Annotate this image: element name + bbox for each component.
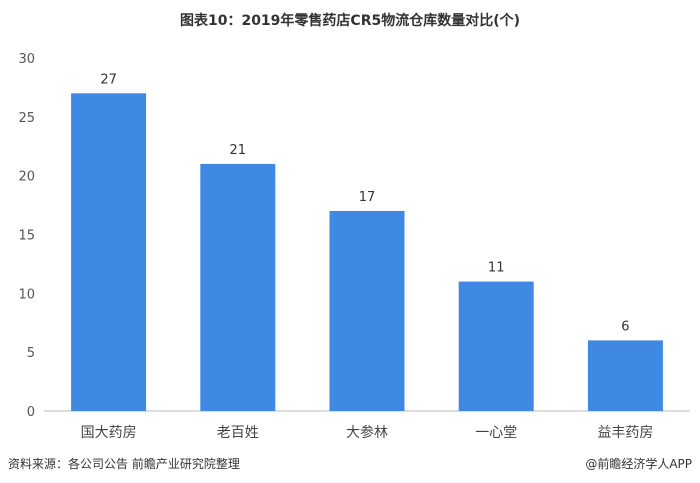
category-label: 益丰药房	[597, 425, 653, 441]
data-label: 6	[621, 319, 629, 334]
category-label: 大参林	[346, 424, 388, 441]
category-label: 一心堂	[475, 425, 517, 441]
category-label: 老百姓	[217, 425, 259, 441]
source-note: 资料来源：各公司公告 前瞻产业研究院整理	[8, 457, 240, 471]
data-label: 17	[359, 190, 376, 205]
y-tick-label: 15	[18, 229, 35, 244]
bar-4	[458, 281, 534, 411]
bar-1	[71, 93, 147, 412]
category-label: 国大药房	[81, 425, 137, 441]
data-labels: 27 21 17 11 6	[100, 72, 629, 334]
category-labels: 国大药房 老百姓 大参林 一心堂 益丰药房	[81, 424, 654, 441]
bar-5	[587, 340, 663, 411]
y-axis-ticks: 0 5 10 15 20 25 30	[18, 52, 35, 420]
y-tick-label: 5	[27, 346, 35, 361]
brand-credit: @前瞻经济学人APP	[585, 457, 692, 471]
y-tick-label: 25	[18, 111, 35, 126]
bar-2	[200, 163, 276, 411]
bar-3	[329, 210, 405, 411]
chart-title: 图表10：2019年零售药店CR5物流仓库数量对比(个)	[179, 13, 521, 29]
data-label: 27	[100, 72, 117, 87]
data-label: 21	[230, 143, 247, 158]
y-tick-label: 20	[18, 170, 35, 185]
bars	[71, 93, 663, 412]
y-tick-label: 0	[27, 405, 35, 420]
data-label: 11	[488, 261, 505, 276]
y-tick-label: 30	[18, 52, 35, 67]
y-tick-label: 10	[18, 287, 35, 302]
